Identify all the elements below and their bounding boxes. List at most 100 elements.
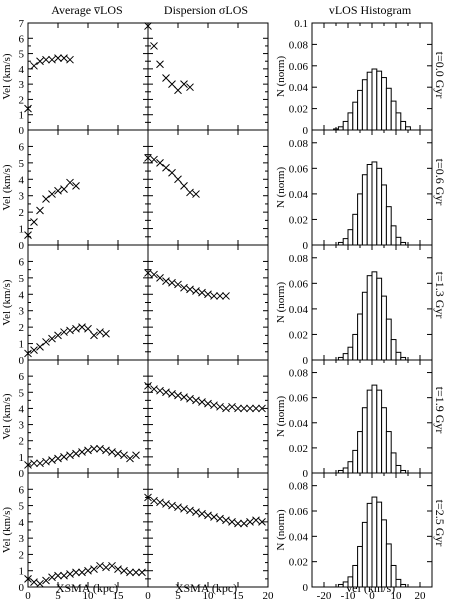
- hist-bar: [385, 431, 392, 474]
- data-marker: [246, 404, 254, 413]
- row-label-t4: t=2.5 Gyr: [433, 500, 447, 547]
- hist-bar: [400, 120, 407, 131]
- data-marker: [48, 573, 56, 582]
- hist-bar: [366, 502, 373, 588]
- data-marker: [156, 274, 164, 282]
- data-marker: [192, 287, 200, 295]
- data-marker: [126, 568, 134, 577]
- y-tick-label: 0.06: [289, 163, 309, 175]
- y-tick-label: 6: [19, 141, 25, 153]
- data-marker: [90, 444, 98, 453]
- x-tick-label: 15: [233, 590, 245, 599]
- x-tick-label: 10: [203, 590, 215, 599]
- ylabel-vel: Vel (km/s): [1, 279, 13, 325]
- hist-bar: [361, 521, 368, 588]
- row-label-t0: t=0.0 Gyr: [433, 52, 447, 99]
- hist-bar: [376, 167, 383, 246]
- y-tick-label: 1: [19, 339, 25, 351]
- x-tick-label: -10: [341, 590, 356, 599]
- data-marker: [132, 451, 140, 460]
- row-label-t3: t=1.9 Gyr: [433, 387, 447, 434]
- y-tick-label: 0: [303, 355, 309, 367]
- data-marker: [102, 329, 110, 338]
- ylabel-vel: Vel (km/s): [1, 164, 13, 210]
- data-marker: [192, 190, 200, 198]
- avg-panel-frame: [27, 359, 149, 474]
- data-marker: [60, 571, 68, 580]
- data-marker: [48, 334, 56, 343]
- hist-bar: [357, 193, 363, 246]
- data-marker: [30, 459, 38, 468]
- hist-bar: [385, 87, 392, 131]
- hist-bar: [390, 339, 397, 361]
- data-marker: [42, 338, 50, 346]
- hist-bar: [390, 100, 397, 131]
- x-tick-label: 5: [55, 590, 61, 599]
- data-marker: [186, 506, 194, 515]
- data-marker: [162, 277, 170, 285]
- data-marker: [198, 509, 206, 518]
- hist-bar: [395, 351, 402, 361]
- data-marker: [174, 503, 182, 512]
- data-marker: [120, 451, 128, 460]
- y-tick-label: 3: [19, 191, 25, 203]
- disp-panel-frame: [147, 472, 269, 588]
- hist-bar: [352, 564, 359, 588]
- data-marker: [114, 449, 122, 458]
- data-marker: [180, 80, 188, 88]
- hist-bar: [376, 501, 383, 588]
- data-marker: [186, 188, 194, 197]
- data-marker: [78, 448, 86, 456]
- x-tick-label: 10: [391, 590, 403, 599]
- disp-panel-frame: [147, 22, 269, 131]
- data-marker: [60, 453, 68, 461]
- data-marker: [144, 22, 152, 30]
- xlabel-mid: XSMA (kpc): [175, 581, 237, 595]
- data-marker: [60, 54, 68, 63]
- hist-bar: [352, 333, 359, 361]
- hist-bar: [366, 275, 373, 361]
- x-tick-label: 20: [415, 590, 427, 599]
- data-marker: [60, 185, 68, 193]
- data-marker: [180, 182, 188, 190]
- y-tick-label: 0.08: [289, 253, 309, 265]
- x-tick-label: 0: [145, 590, 151, 599]
- col-title-histogram: vLOS Histogram: [329, 3, 412, 17]
- y-tick-label: 0: [19, 355, 25, 367]
- data-marker: [30, 346, 38, 354]
- ylabel-vel: Vel (km/s): [1, 53, 13, 99]
- data-marker: [156, 60, 164, 69]
- data-marker: [96, 444, 104, 453]
- hist-bar: [385, 543, 392, 588]
- hist-bar: [376, 277, 383, 361]
- disp-panel-frame: [147, 359, 269, 474]
- hist-bar: [352, 449, 359, 474]
- data-marker: [132, 568, 140, 577]
- hist-bar: [357, 431, 363, 474]
- data-marker: [66, 451, 74, 460]
- data-marker: [144, 269, 152, 277]
- data-marker: [66, 55, 74, 64]
- y-tick-label: 5: [19, 387, 25, 399]
- x-tick-label: 10: [83, 590, 95, 599]
- hist-bar: [371, 384, 378, 474]
- data-marker: [54, 571, 62, 580]
- x-tick-label: 0: [25, 590, 31, 599]
- data-marker: [174, 391, 182, 400]
- y-tick-label: 0.08: [289, 39, 309, 51]
- y-tick-label: 0.08: [289, 481, 309, 493]
- data-marker: [192, 396, 200, 405]
- data-marker: [234, 519, 242, 528]
- y-tick-label: 7: [19, 18, 25, 30]
- hist-bar: [390, 564, 397, 588]
- hist-bar: [390, 452, 397, 474]
- data-marker: [78, 323, 86, 331]
- data-marker: [258, 404, 266, 413]
- data-marker: [102, 446, 110, 455]
- data-marker: [162, 500, 170, 508]
- hist-bar: [361, 291, 368, 361]
- data-marker: [210, 513, 218, 521]
- hist-bar: [342, 353, 349, 361]
- data-marker: [240, 404, 248, 413]
- data-marker: [198, 398, 206, 406]
